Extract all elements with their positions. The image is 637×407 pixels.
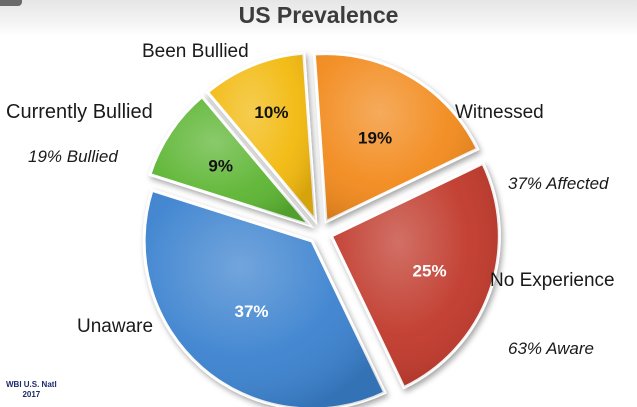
data-label-witnessed: 19%	[358, 128, 392, 147]
slice-name-no-experience: No Experience	[490, 270, 615, 291]
source-line-1: WBI U.S. Natl	[6, 380, 57, 389]
slice-name-witnessed: Witnessed	[455, 102, 544, 123]
corner-mark	[0, 0, 22, 6]
title-bar: US Prevalence	[0, 0, 637, 36]
chart-title: US Prevalence	[238, 2, 399, 28]
annotation-bullied: 19% Bullied	[28, 147, 118, 166]
data-label-no-experience: 25%	[413, 262, 447, 281]
pie-slice-shine-unaware	[144, 190, 385, 407]
pie-slice-shine-no-experience	[331, 163, 500, 388]
pie-slice-shine-currently-bullied	[149, 96, 311, 226]
slice-name-been-bullied: Been Bullied	[142, 41, 249, 62]
source-line-2: 2017	[22, 390, 41, 399]
data-label-unaware: 37%	[234, 302, 268, 321]
slice-name-unaware: Unaware	[77, 316, 154, 337]
pie-slice-shine-been-bullied	[207, 53, 316, 221]
annotation-affected: 37% Affected	[508, 174, 609, 193]
annotation-aware: 63% Aware	[508, 339, 594, 358]
slice-name-currently-bullied: Currently Bullied	[6, 101, 153, 123]
data-label-been-bullied: 10%	[254, 103, 288, 122]
pie-slice-shine-witnessed	[314, 53, 478, 222]
source-note: WBI U.S. Natl 2017	[6, 380, 57, 400]
data-label-currently-bullied: 9%	[208, 157, 233, 176]
